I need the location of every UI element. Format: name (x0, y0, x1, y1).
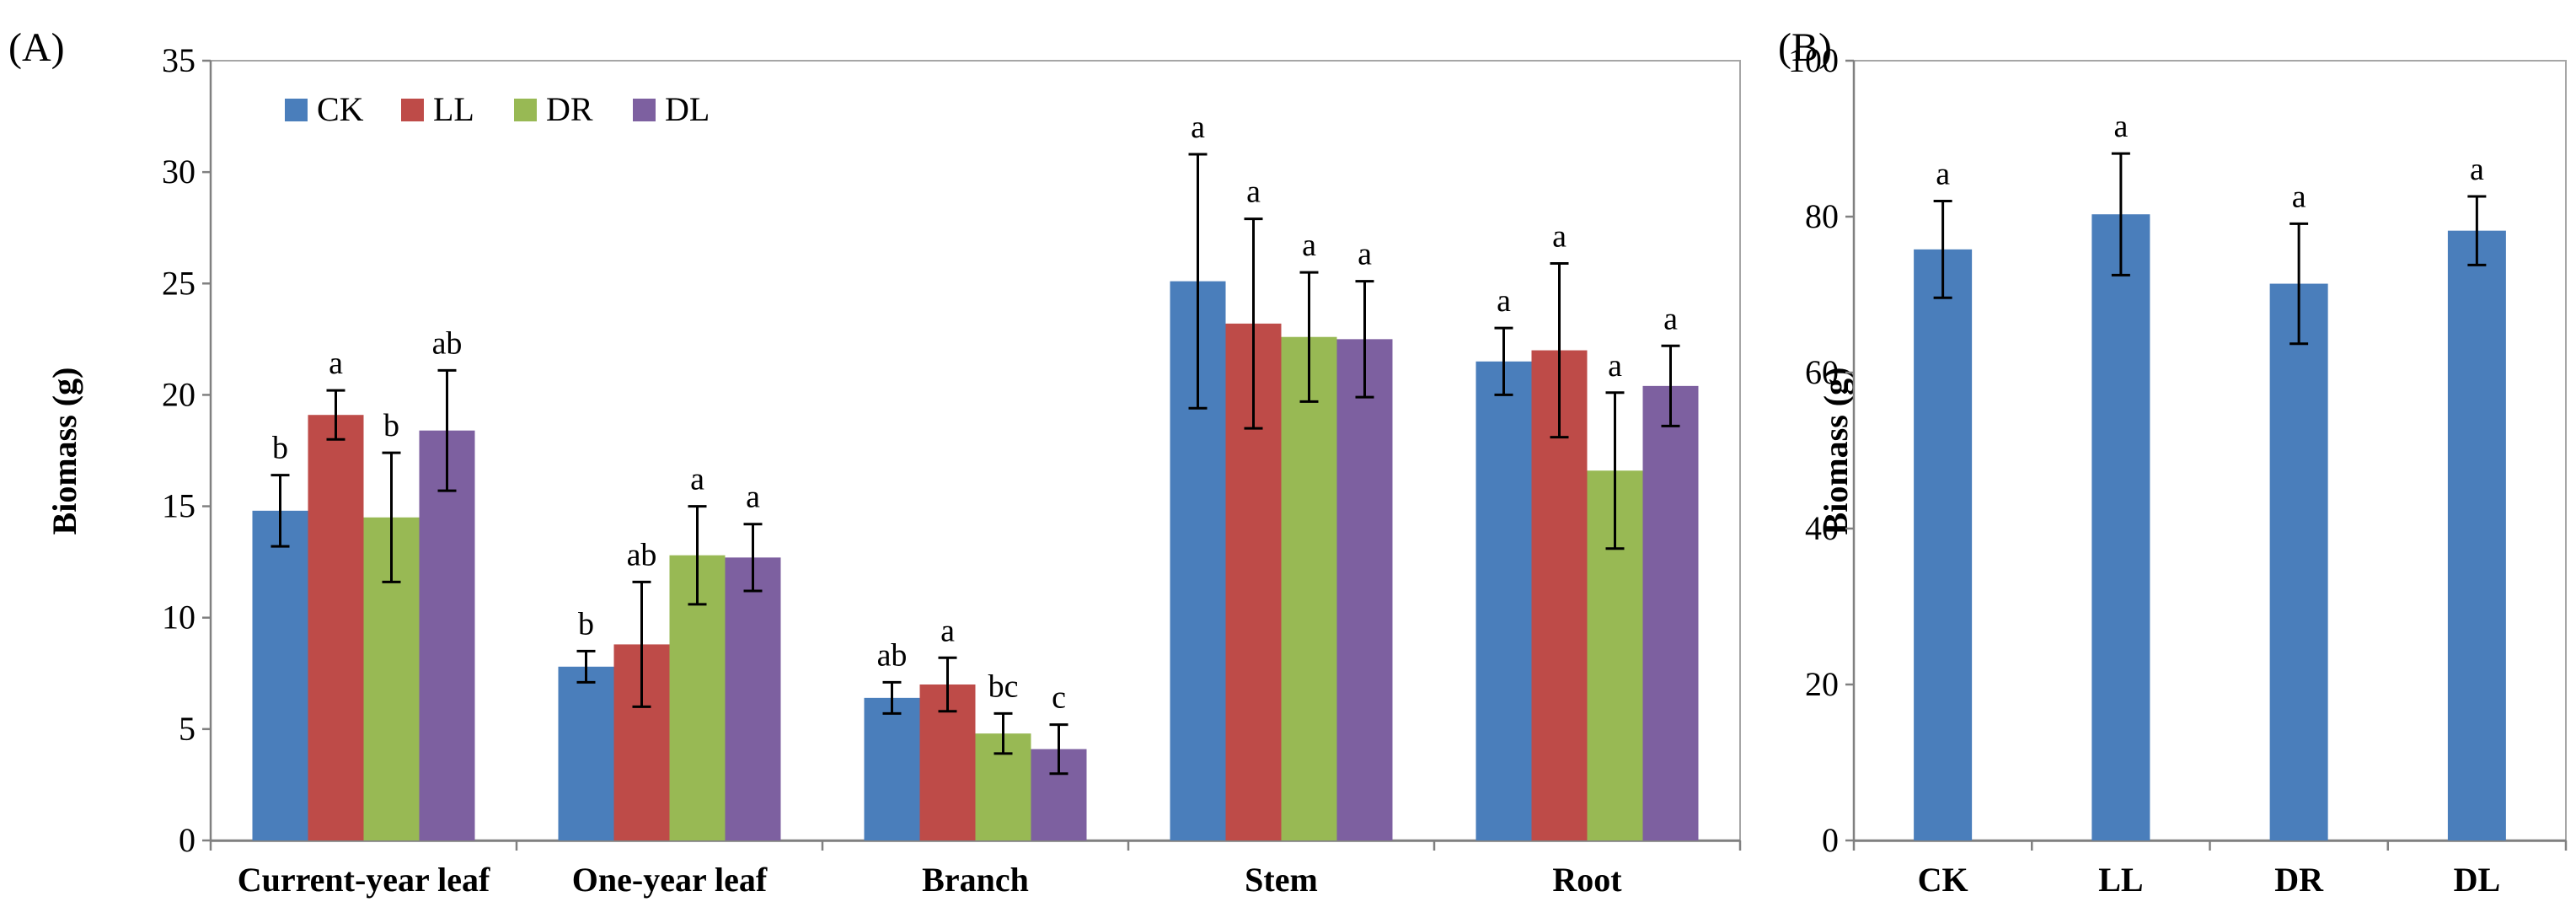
panel-a-y-axis-label: Biomass (g) (46, 368, 83, 535)
bar (1642, 385, 1699, 840)
significance-letter: ab (432, 325, 463, 361)
significance-letter: b (578, 606, 594, 642)
category-label: Branch (922, 861, 1029, 899)
category-label: CK (1918, 861, 1968, 899)
significance-letter: a (1246, 174, 1261, 210)
panel-b-plot: 0 20 40 60 80 100 CK LL DR DL a a a a (1788, 41, 2568, 899)
y-tick-label: 30 (162, 153, 195, 191)
bar (1914, 249, 1973, 841)
legend-swatch (401, 99, 424, 121)
legend-label: CK (317, 90, 364, 128)
significance-letter: a (1302, 228, 1316, 263)
category-label: Root (1552, 861, 1622, 899)
significance-letter: a (329, 346, 343, 381)
y-tick-label: 0 (1822, 821, 1839, 859)
legend-label: LL (433, 90, 474, 128)
y-tick-label: 10 (162, 599, 195, 636)
bar (419, 430, 475, 840)
significance-letter: bc (988, 668, 1019, 704)
bar (864, 697, 920, 840)
significance-letter: b (383, 408, 399, 443)
y-tick-label: 0 (179, 821, 195, 859)
category-label: LL (2098, 861, 2143, 899)
bar (1281, 336, 1337, 840)
y-tick-label: 80 (1805, 197, 1839, 235)
significance-letter: ab (877, 637, 908, 673)
bar (252, 510, 308, 840)
y-tick-label: 60 (1805, 353, 1839, 391)
significance-letter: a (1552, 219, 1566, 255)
panel-a-plot: 0 5 10 15 20 25 30 35 Current-year leaf One-year … (162, 41, 1742, 899)
bar (2091, 214, 2150, 841)
bar (558, 666, 614, 840)
significance-letter: a (1497, 283, 1511, 319)
significance-letter: a (940, 613, 955, 648)
category-label: Current-year leaf (238, 861, 490, 899)
y-tick-label: 15 (162, 487, 195, 525)
y-tick-label: 35 (162, 41, 195, 79)
significance-letter: a (2292, 179, 2306, 214)
significance-letter: a (1663, 301, 1678, 336)
category-label: DR (2274, 861, 2324, 899)
bar (1336, 339, 1393, 840)
significance-letter: ab (627, 537, 657, 572)
category-label: One-year leaf (572, 861, 768, 899)
significance-letter: c (1052, 680, 1066, 716)
y-tick-label: 20 (1805, 665, 1839, 703)
significance-letter: a (2113, 109, 2128, 144)
panel-a-label: (A) (8, 25, 65, 70)
significance-letter: b (272, 431, 288, 466)
significance-letter: a (1936, 157, 1950, 192)
legend-label: DL (665, 90, 710, 128)
y-tick-label: 20 (162, 375, 195, 413)
significance-letter: a (746, 480, 760, 515)
significance-letter: a (1191, 110, 1205, 145)
bar (725, 557, 781, 840)
legend-swatch (633, 99, 656, 121)
bar (308, 415, 364, 840)
y-tick-label: 25 (162, 264, 195, 302)
significance-letter: a (2470, 152, 2484, 187)
bar (2447, 230, 2506, 840)
category-label: DL (2454, 861, 2501, 899)
category-label: Stem (1245, 861, 1318, 899)
legend-swatch (514, 99, 537, 121)
bar (1475, 361, 1532, 840)
panel-b-y-axis-label: Biomass (g) (1817, 368, 1855, 535)
legend-swatch (285, 99, 308, 121)
significance-letter: a (690, 462, 704, 497)
bar (2269, 283, 2328, 840)
significance-letter: a (1608, 348, 1622, 384)
y-tick-label: 40 (1805, 509, 1839, 547)
y-tick-label: 100 (1788, 41, 1839, 79)
legend-label: DR (546, 90, 593, 128)
panel-b-label: (B) (1778, 25, 1832, 70)
y-tick-label: 5 (179, 710, 195, 748)
significance-letter: a (1358, 237, 1372, 272)
